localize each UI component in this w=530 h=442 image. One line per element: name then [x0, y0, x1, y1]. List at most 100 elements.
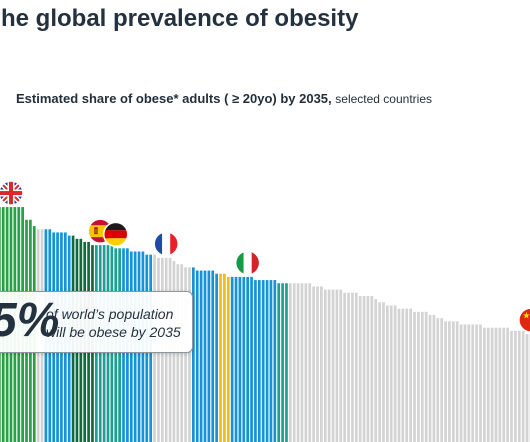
bar-86 [327, 289, 331, 442]
bar-82 [312, 286, 315, 442]
bar-118 [451, 321, 455, 442]
spain-flag [87, 218, 113, 244]
bar-93 [354, 292, 358, 442]
bar-70 [265, 280, 269, 442]
bar-123 [471, 324, 475, 442]
bar-100 [382, 302, 385, 442]
bar-121 [463, 324, 467, 442]
bar-69 [261, 280, 265, 442]
bar-55 [207, 270, 211, 442]
bar-60 [226, 276, 230, 442]
bar-96 [366, 295, 370, 442]
france-flag [153, 231, 179, 257]
bar-95 [362, 295, 366, 442]
bar-114 [436, 318, 440, 442]
bar-66 [250, 276, 253, 442]
bar-116 [444, 321, 447, 442]
bar-57 [215, 273, 218, 442]
bar-78 [296, 283, 300, 442]
bar-74 [281, 283, 284, 442]
bar-61 [230, 276, 234, 442]
bar-122 [467, 324, 471, 442]
bar-102 [389, 305, 393, 442]
bar-85 [323, 289, 327, 442]
bar-56 [211, 270, 215, 442]
bar-127 [486, 327, 490, 442]
bar-126 [483, 327, 486, 442]
bar-52 [195, 270, 199, 442]
bar-94 [358, 295, 362, 442]
bar-83 [316, 286, 319, 442]
bar-59 [223, 273, 226, 442]
bar-103 [393, 305, 397, 442]
bar-108 [413, 311, 416, 442]
subtitle-secondary: selected countries [335, 92, 432, 106]
bar-134 [514, 330, 517, 442]
bar-130 [498, 327, 502, 442]
bar-88 [335, 289, 339, 442]
bar-50 [188, 267, 191, 442]
bar-84 [320, 286, 323, 442]
bar-113 [432, 315, 436, 442]
bar-91 [347, 292, 350, 442]
bar-117 [448, 321, 451, 442]
bar-48 [180, 264, 184, 442]
bar-63 [238, 276, 242, 442]
bar-92 [351, 292, 354, 442]
bar-53 [199, 270, 203, 442]
bar-76 [289, 283, 292, 442]
callout-line-1: of world’s population [46, 306, 174, 322]
bar-112 [428, 315, 432, 442]
bar-73 [277, 283, 281, 442]
bar-128 [490, 327, 494, 442]
bar-105 [401, 308, 405, 442]
bar-98 [374, 299, 378, 442]
subtitle-main: Estimated share of obese* adults ( ≥ 20y… [16, 91, 332, 106]
bar-64 [242, 276, 246, 442]
callout-percentage: 5% [0, 294, 60, 347]
bar-110 [420, 311, 424, 442]
bar-77 [292, 283, 296, 442]
bar-51 [192, 267, 195, 442]
bar-81 [308, 283, 312, 442]
bar-125 [479, 324, 482, 442]
bar-137 [525, 334, 529, 442]
bar-75 [285, 283, 288, 442]
bar-133 [510, 330, 513, 442]
bar-132 [506, 327, 509, 442]
uk-flag [0, 180, 24, 206]
bar-106 [405, 308, 409, 442]
bar-71 [269, 280, 273, 442]
germany-flag [103, 221, 129, 248]
bar-89 [339, 289, 343, 442]
bar-124 [475, 324, 478, 442]
bar-131 [502, 327, 506, 442]
bar-65 [246, 276, 250, 442]
bar-54 [203, 270, 207, 442]
bar-136 [521, 330, 525, 442]
bar-72 [273, 280, 277, 442]
bar-68 [257, 280, 261, 442]
bar-120 [459, 324, 463, 442]
bar-97 [370, 295, 374, 442]
bar-115 [440, 318, 444, 442]
bar-58 [219, 273, 222, 442]
bar-87 [331, 289, 335, 442]
bar-62 [234, 276, 238, 442]
bar-111 [424, 311, 428, 442]
population-callout: 5% of world’s population will be obese b… [0, 291, 193, 353]
china-flag [518, 307, 530, 333]
bar-109 [417, 311, 420, 442]
bar-135 [517, 330, 521, 442]
bar-49 [184, 267, 187, 442]
chart-subtitle: Estimated share of obese* adults ( ≥ 20y… [16, 91, 432, 106]
bar-90 [343, 292, 347, 442]
bar-119 [455, 321, 459, 442]
callout-line-2: will be obese by 2035 [46, 324, 181, 340]
bar-99 [378, 302, 381, 442]
bar-67 [254, 280, 257, 442]
bar-129 [494, 327, 498, 442]
bar-47 [176, 264, 180, 442]
